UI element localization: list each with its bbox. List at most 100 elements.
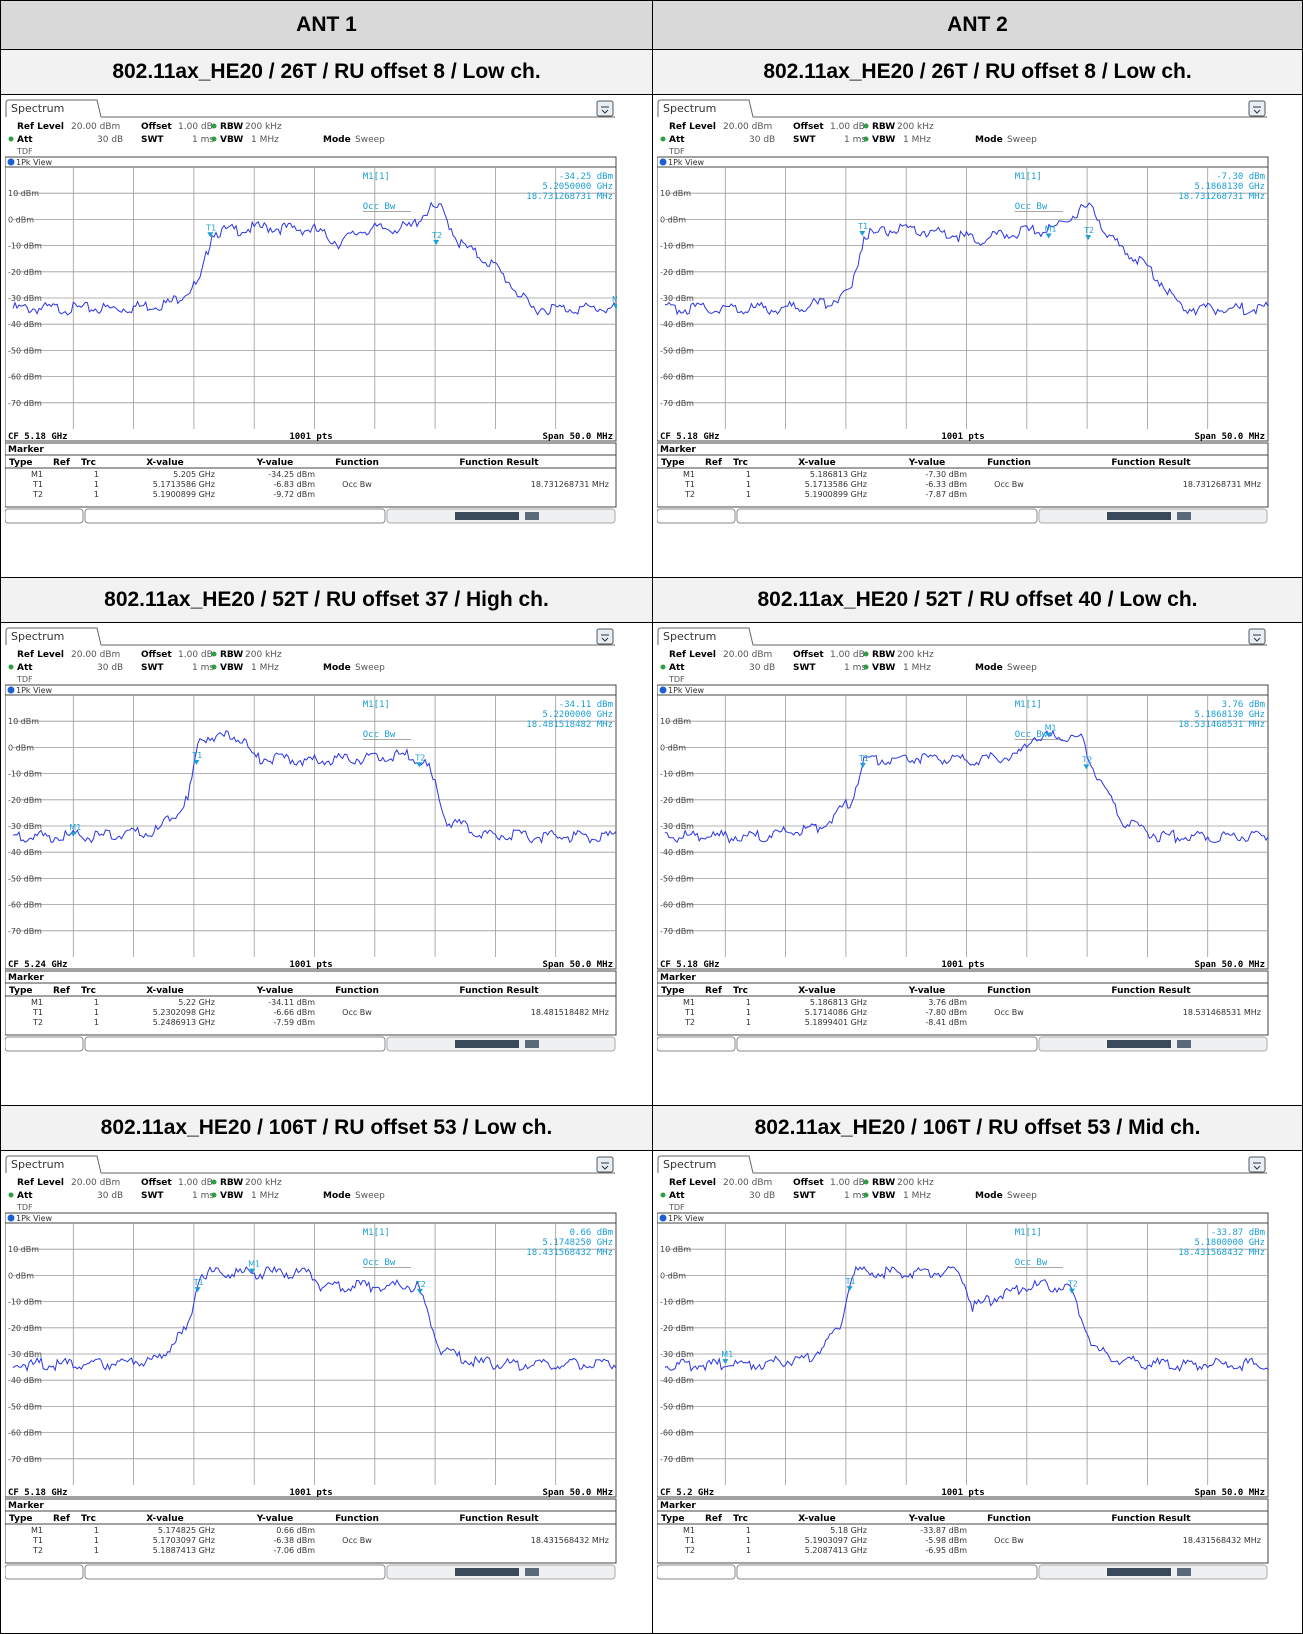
table-header-cell: Trc — [733, 1514, 748, 1524]
table-cell: 5.2486913 GHz — [153, 1018, 215, 1027]
span-label: Span 50.0 MHz — [543, 960, 613, 970]
status-field-main — [84, 1036, 386, 1052]
spectrum-tab — [5, 1155, 102, 1174]
y-tick-label: -50 dBm — [660, 1402, 694, 1411]
table-cell: 5.1713586 GHz — [805, 480, 867, 489]
panel-title-6: 802.11ax_HE20 / 106T / RU offset 53 / Mi… — [652, 1105, 1303, 1151]
marker-tag: T1 — [845, 1277, 856, 1286]
table-header-cell: Trc — [733, 986, 748, 996]
table-header-cell: Function — [987, 1514, 1031, 1524]
marker-section-label: Marker — [8, 973, 44, 983]
table-cell: -5.98 dBm — [925, 1536, 967, 1545]
swt-label: SWT — [793, 1191, 816, 1201]
table-cell: 18.481518482 MHz — [531, 1008, 609, 1017]
table-header-cell: Function — [987, 986, 1031, 996]
table-cell: 18.431568432 MHz — [531, 1536, 609, 1545]
vbw-label: VBW — [220, 135, 243, 145]
marker-readout-label: M1[1] — [1015, 700, 1042, 710]
spectrum-panel-2: Spectrum Ref Level 20.00 dBm Offset 1.00 dB R… — [652, 94, 1303, 578]
table-cell: 1 — [746, 490, 751, 499]
table-cell: 1 — [94, 1546, 99, 1555]
marker-section-label: Marker — [8, 1501, 44, 1511]
table-cell: 5.205 GHz — [173, 470, 215, 479]
marker-triangle — [416, 1288, 423, 1294]
table-cell: -9.72 dBm — [273, 490, 315, 499]
y-tick-label: -30 dBm — [660, 822, 694, 831]
settings-icon-glyph — [1253, 1162, 1261, 1170]
marker-readout-frequency: 5.1868130 GHz — [1195, 710, 1265, 720]
table-cell: T2 — [684, 1546, 695, 1555]
settings-icon — [596, 628, 614, 645]
att-value: 30 dB — [749, 1191, 775, 1201]
marker-tag: T1 — [193, 1278, 204, 1287]
table-header-cell: Type — [661, 986, 684, 996]
table-cell: T1 — [684, 1536, 695, 1545]
table-cell: 18.731268731 MHz — [531, 480, 609, 489]
status-icon — [525, 1040, 539, 1048]
marker-section-label: Marker — [8, 445, 44, 455]
y-tick-label: -70 dBm — [8, 399, 42, 408]
table-cell: 1 — [94, 998, 99, 1007]
plot-frame — [5, 1222, 617, 1498]
mode-label: Mode — [975, 663, 1003, 673]
table-cell: T2 — [684, 1018, 695, 1027]
y-tick-label: -50 dBm — [8, 346, 42, 355]
marker-tag: T1 — [858, 754, 869, 763]
y-tick-label: -50 dBm — [660, 346, 694, 355]
mode-label: Mode — [323, 135, 351, 145]
att-value: 30 dB — [97, 1191, 123, 1201]
ref-level-label: Ref Level — [17, 650, 64, 660]
status-field-left — [5, 508, 84, 524]
settings-icon-glyph — [601, 1162, 609, 1170]
ref-level-value: 20.00 dBm — [71, 1178, 120, 1188]
y-tick-label: 0 dBm — [660, 1271, 686, 1280]
vbw-label: VBW — [872, 663, 895, 673]
table-cell: 5.1713586 GHz — [153, 480, 215, 489]
y-tick-label: -70 dBm — [660, 927, 694, 936]
vbw-value: 1 MHz — [903, 663, 931, 673]
settings-icon — [1248, 1156, 1266, 1173]
marker-triangle — [722, 1359, 729, 1365]
marker-triangle — [70, 831, 77, 837]
att-label: Att — [17, 135, 33, 145]
marker-tag: T2 — [431, 231, 442, 240]
marker-readout-label: M1[1] — [363, 1228, 390, 1238]
ref-level-label: Ref Level — [669, 650, 716, 660]
rbw-label: RBW — [872, 1178, 895, 1188]
y-tick-label: -10 dBm — [8, 1298, 42, 1307]
table-header-cell: Y-value — [908, 458, 945, 468]
swt-label: SWT — [141, 1191, 164, 1201]
marker-triangle — [416, 762, 423, 768]
y-tick-label: 10 dBm — [660, 189, 691, 198]
table-cell: 1 — [94, 490, 99, 499]
y-tick-label: 10 dBm — [8, 1245, 39, 1254]
table-cell: M1 — [683, 1526, 695, 1535]
ref-level-label: Ref Level — [669, 122, 716, 132]
settings-icon-glyph — [601, 106, 609, 114]
table-cell: 5.22 GHz — [178, 998, 215, 1007]
ref-level-value: 20.00 dBm — [723, 122, 772, 132]
y-tick-label: -20 dBm — [8, 268, 42, 277]
table-cell: T2 — [32, 490, 43, 499]
att-label: Att — [669, 1191, 685, 1201]
panel-title-2-label: 802.11ax_HE20 / 26T / RU offset 8 / Low … — [763, 60, 1192, 83]
y-tick-label: -10 dBm — [8, 770, 42, 779]
panel-title-4: 802.11ax_HE20 / 52T / RU offset 40 / Low… — [652, 577, 1303, 623]
occbw-value: 18.481518482 MHz — [526, 720, 613, 730]
span-label: Span 50.0 MHz — [543, 432, 613, 442]
ref-level-value: 20.00 dBm — [723, 1178, 772, 1188]
marker-tag: M1 — [721, 1350, 733, 1359]
table-cell: -7.59 dBm — [273, 1018, 315, 1027]
settings-icon — [1248, 100, 1266, 117]
status-field-left — [5, 1036, 84, 1052]
y-tick-label: -30 dBm — [660, 294, 694, 303]
offset-value: 1.00 dB — [178, 1178, 213, 1188]
occbw-label: Occ Bw — [1015, 730, 1048, 740]
table-cell: 0.66 dBm — [276, 1526, 315, 1535]
table-cell: T1 — [32, 1008, 43, 1017]
measuring-progress — [1107, 1568, 1171, 1576]
panel-title-2: 802.11ax_HE20 / 26T / RU offset 8 / Low … — [652, 49, 1303, 95]
table-cell: 1 — [746, 1008, 751, 1017]
span-label: Span 50.0 MHz — [1195, 960, 1265, 970]
plot-frame — [5, 694, 617, 970]
